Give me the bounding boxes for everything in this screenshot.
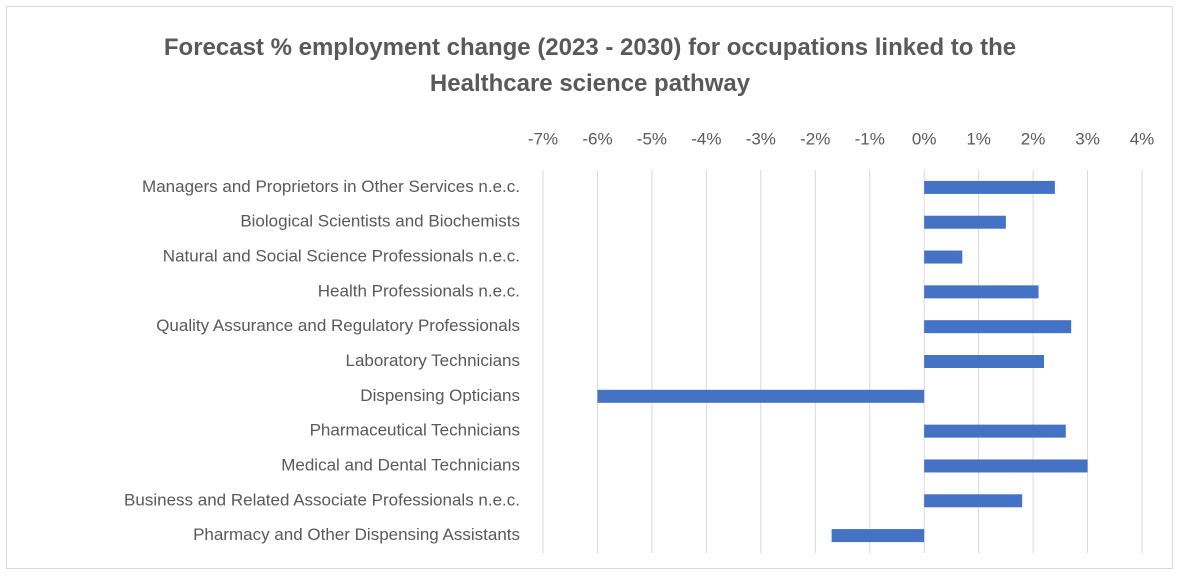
y-tick-label: Health Professionals n.e.c.	[318, 281, 520, 300]
x-tick-label: 0%	[912, 129, 937, 148]
x-tick-label: -3%	[746, 129, 776, 148]
y-tick-label: Pharmaceutical Technicians	[310, 421, 520, 440]
x-tick-label: -1%	[855, 129, 885, 148]
y-tick-label: Laboratory Technicians	[345, 351, 520, 370]
y-tick-label: Quality Assurance and Regulatory Profess…	[156, 316, 520, 335]
x-tick-label: -4%	[691, 129, 721, 148]
chart-border	[6, 6, 1173, 569]
x-tick-label: 2%	[1021, 129, 1046, 148]
y-tick-label: Dispensing Opticians	[360, 386, 520, 405]
bar	[924, 250, 963, 264]
bar	[924, 320, 1072, 334]
bar	[924, 355, 1044, 368]
x-tick-label: -7%	[528, 129, 558, 148]
y-tick-label: Natural and Social Science Professionals…	[163, 247, 520, 266]
chart-title: Forecast % employment change (2023 - 203…	[163, 34, 1017, 97]
x-tick-label: -5%	[637, 129, 667, 148]
bar	[924, 285, 1039, 299]
bar	[924, 424, 1066, 438]
bar	[924, 494, 1023, 508]
x-tick-label: -6%	[582, 129, 612, 148]
bar	[924, 180, 1055, 194]
y-tick-label: Managers and Proprietors in Other Servic…	[142, 177, 520, 196]
bar	[831, 529, 925, 543]
y-tick-label: Pharmacy and Other Dispensing Assistants	[193, 525, 520, 544]
y-tick-label: Medical and Dental Technicians	[281, 455, 520, 474]
x-tick-label: 3%	[1075, 129, 1100, 148]
x-tick-label: -2%	[800, 129, 830, 148]
y-tick-label: Biological Scientists and Biochemists	[240, 212, 520, 231]
bar	[597, 389, 925, 403]
x-tick-label: 4%	[1130, 129, 1155, 148]
bar	[924, 459, 1088, 473]
bar	[924, 215, 1006, 229]
x-tick-label: 1%	[966, 129, 991, 148]
y-tick-label: Business and Related Associate Professio…	[124, 490, 520, 509]
